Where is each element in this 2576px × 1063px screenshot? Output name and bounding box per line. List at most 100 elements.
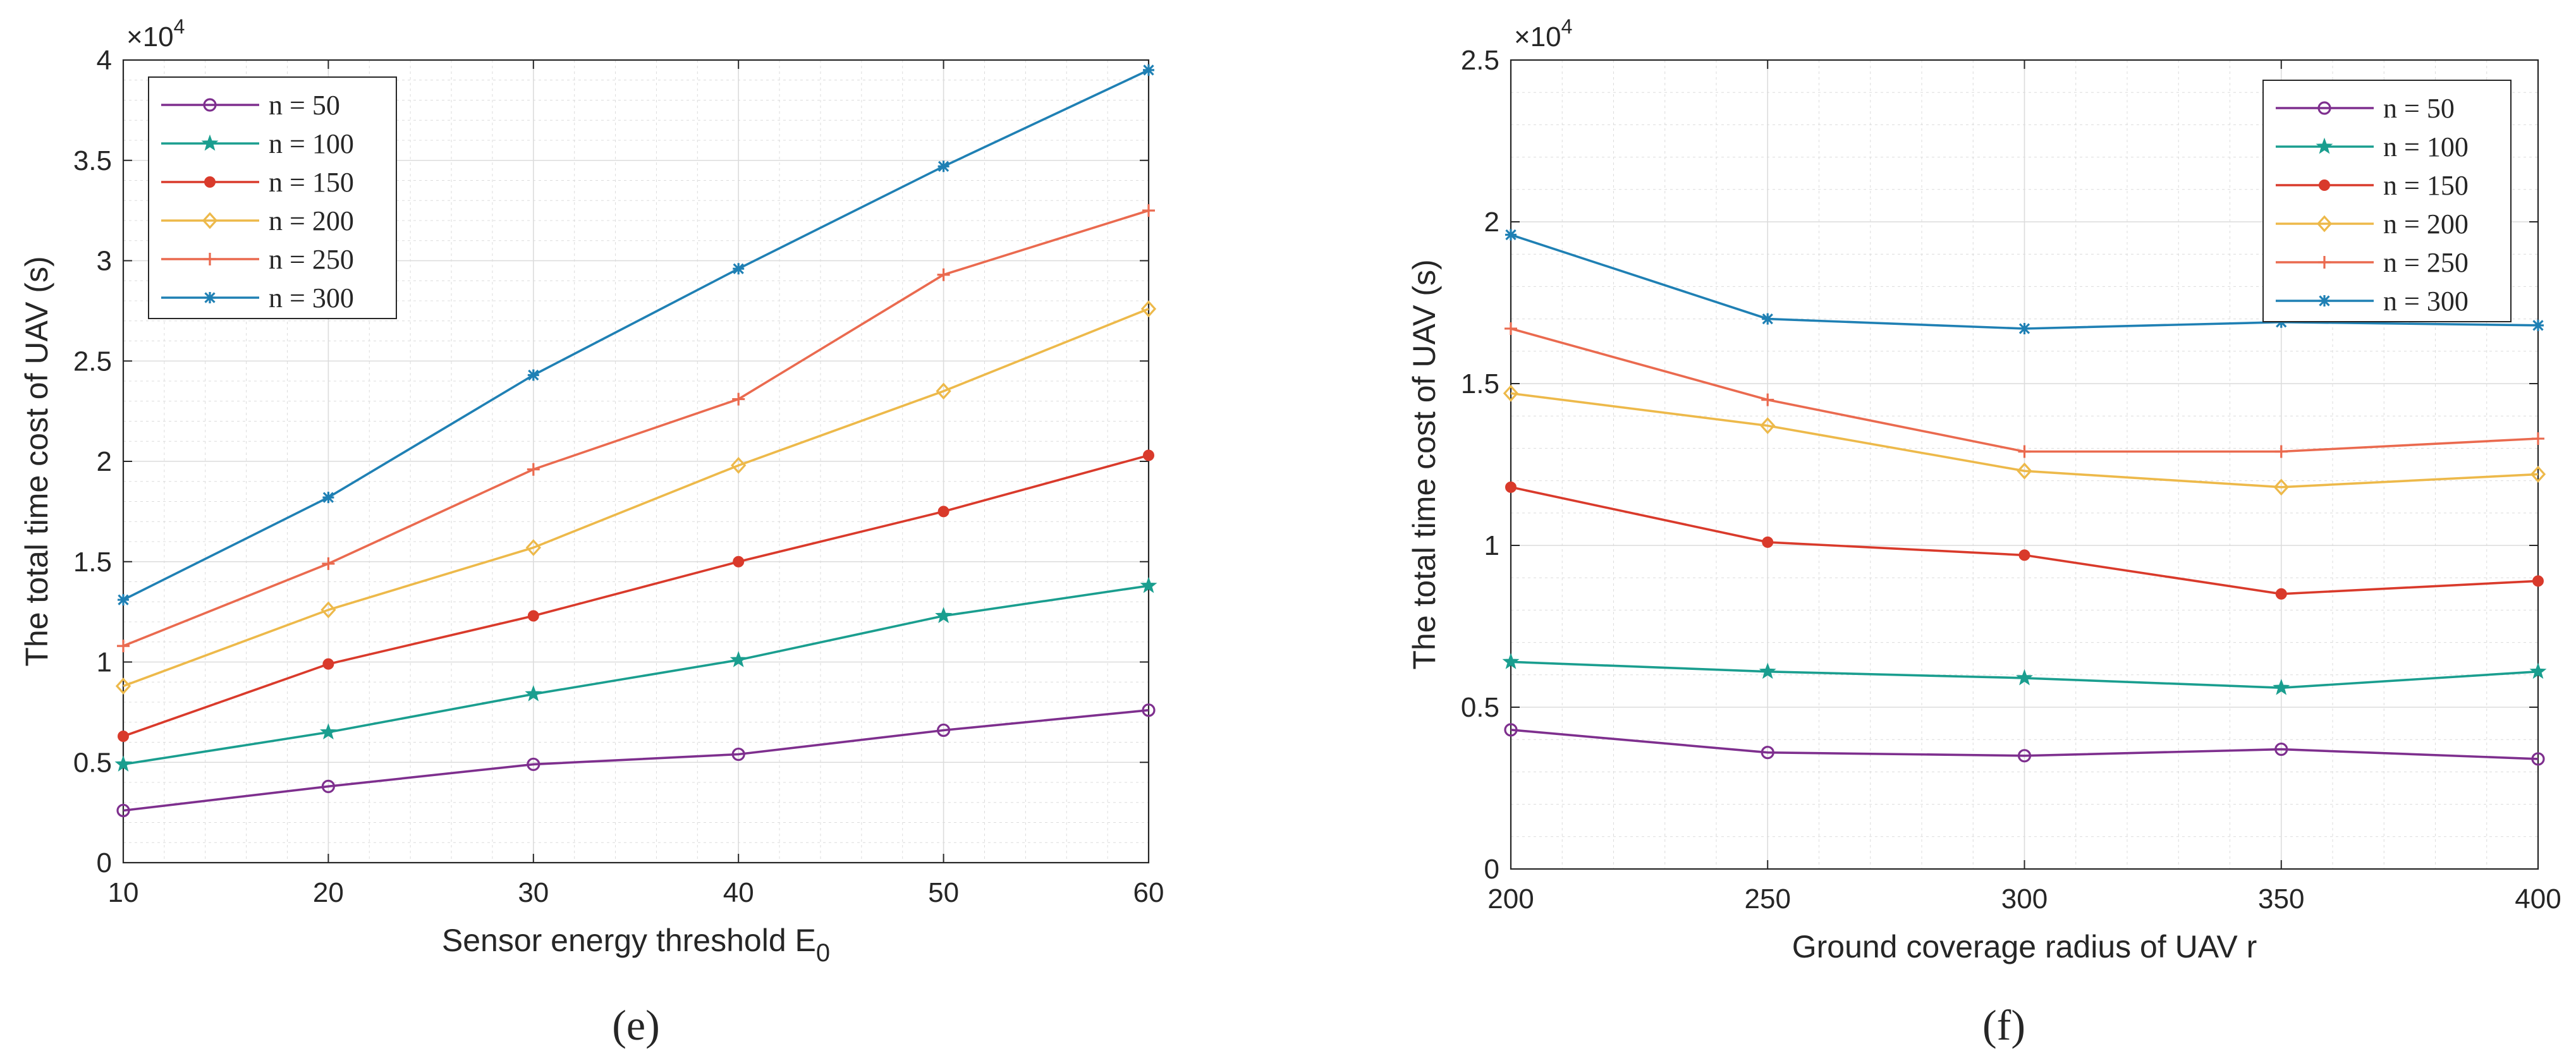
data-point [1761,746,1774,760]
series-n250 [117,204,1155,653]
legend-entry: n = 300 [2276,286,2469,317]
data-point [1140,300,1157,318]
data-point [2018,445,2031,458]
x-tick-label: 20 [313,877,344,908]
legend-marker [2319,179,2330,191]
data-point [1762,536,1774,548]
data-point [936,382,951,400]
data-point [116,803,130,818]
x-tick-label: 350 [2258,884,2304,914]
data-point [2275,588,2287,600]
data-point [117,640,130,653]
data-point [935,607,953,623]
series-line [123,69,1149,601]
x-tick-label: 60 [1133,877,1164,908]
data-point [1505,229,1517,241]
legend-marker [2317,101,2331,115]
legend-label: n = 300 [2383,286,2469,317]
y-tick-label: 0.5 [1461,692,1499,723]
data-point [1142,204,1155,217]
y-tick-label: 0.5 [73,747,112,778]
x-tick-label: 40 [723,877,754,908]
data-point [1761,393,1774,406]
x-tick-label: 250 [1745,884,1791,914]
data-point [1143,64,1154,76]
x-axis-label-text: Ground coverage radius of UAV r [1792,929,2257,964]
y-tick-label: 0 [1484,854,1499,885]
series-n50 [116,703,1156,818]
data-point [2017,749,2032,763]
legend-entry: n = 250 [2276,247,2469,278]
y-axis-label: The total time cost of UAV (s) [19,256,54,666]
data-point [732,392,745,406]
legend-marker [2316,137,2333,154]
data-point [2273,679,2290,695]
legend-label: n = 200 [269,205,354,236]
chart-panel-f: 200 250 300 350 400 0 0.5 1 1.5 2 2.5 ×104 Ground co… [1407,15,2561,1049]
y-multiplier: ×104 [1514,15,1572,52]
x-axis-label-subscript: 0 [816,939,830,967]
data-point [319,723,337,740]
data-point [2016,669,2033,686]
legend-marker [2316,215,2333,233]
data-point [937,161,949,173]
x-axis-label: Ground coverage radius of UAV r [1792,929,2257,964]
data-point [2018,549,2030,561]
data-point [2017,462,2032,480]
legend-label: n = 150 [2383,170,2469,201]
series-n100 [1502,653,2547,695]
x-tick-label: 30 [518,877,549,908]
legend-entry: n = 100 [161,128,354,159]
data-point [733,263,745,275]
y-tick-label: 2.5 [73,346,112,377]
data-point [937,268,950,281]
data-point [322,492,334,504]
x-tick-label: 10 [108,877,139,908]
legend-label: n = 100 [2383,131,2469,162]
y-multiplier: ×104 [126,15,185,52]
chart-panel-e: 10 20 30 40 50 6000.511.522.533.54×104Sensor … [19,15,1164,1049]
data-point [322,557,335,570]
legend-entry: n = 300 [161,282,354,313]
legend-marker [204,253,216,265]
data-point [1142,703,1156,717]
legend-marker [2318,256,2331,269]
legend-marker [203,98,217,112]
data-point [1505,481,1517,493]
data-point [114,755,132,772]
data-point [2529,662,2547,679]
series-line [123,308,1149,688]
x-tick-label: 300 [2001,884,2048,914]
data-point [2273,478,2289,496]
y-tick-label: 1 [1484,530,1499,561]
data-point [2531,752,2545,766]
legend-marker [204,292,216,303]
data-point [731,747,745,762]
y-tick-label: 2.5 [1461,45,1499,76]
x-tick-label: 50 [928,877,959,908]
data-point [1760,417,1776,434]
data-point [937,506,949,518]
data-point [525,539,541,556]
data-point [733,556,745,568]
data-point [2274,742,2288,756]
series-n250 [1505,322,2544,458]
y-tick-label: 4 [97,45,112,76]
legend-entry: n = 200 [161,205,354,236]
y-tick-label: 1.5 [73,547,112,578]
data-point [1504,723,1518,737]
series-line [1510,392,2539,489]
data-point [1762,313,1774,325]
x-tick-label: 200 [1487,884,1534,914]
data-point [1503,384,1519,402]
data-point [2532,432,2544,446]
data-point [2532,319,2544,331]
legend-entry: n = 200 [2276,209,2469,240]
data-point [1505,322,1517,335]
data-point [729,651,747,667]
series-line [123,209,1149,647]
y-multiplier-exponent: 4 [1561,15,1573,38]
series-n50 [1504,723,2545,766]
legend-label: n = 150 [269,167,354,198]
